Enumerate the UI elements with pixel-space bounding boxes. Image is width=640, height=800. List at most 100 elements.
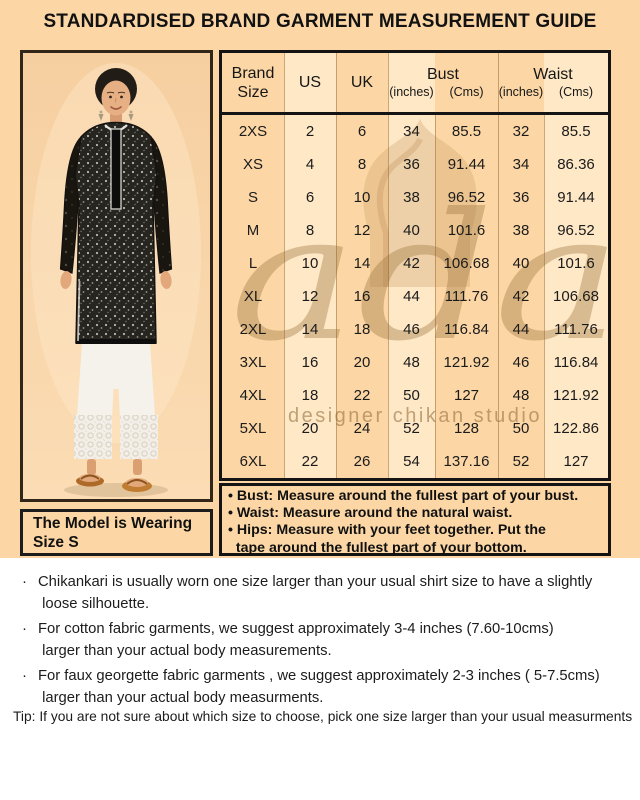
header-group-waist: Waist (inches) (Cms): [498, 53, 608, 112]
cell-uk: 12: [353, 222, 371, 239]
cell-uk: 6: [357, 123, 367, 140]
cell-us: 20: [301, 420, 319, 437]
cell-bust_cm: 127: [453, 387, 480, 404]
cell-bust_cm: 116.84: [444, 321, 489, 338]
brand-watermark: ada designer chikan studio: [222, 53, 608, 478]
note-bust: • Bust: Measure around the fullest part …: [228, 488, 579, 504]
cell-waist_cm: 121.92: [553, 387, 599, 404]
cell-us: 12: [301, 288, 319, 305]
model-size-caption: The Model is Wearing Size S: [20, 509, 213, 556]
cell-size: 3XL: [239, 354, 267, 371]
table-row: XL 12 16 44 111.76 42 106.68: [222, 280, 608, 313]
cell-bust_in: 44: [403, 288, 420, 305]
cell-waist_in: 32: [512, 123, 530, 140]
cell-waist_cm: 86.36: [557, 156, 595, 173]
cell-waist_cm: 101.6: [557, 255, 595, 272]
cell-bust_cm: 128: [453, 420, 480, 437]
header-cell-brand-size: Brand Size: [231, 64, 275, 101]
cell-bust_cm: 101.6: [447, 222, 486, 239]
table-row: XS 4 8 36 91.44 34 86.36: [222, 148, 608, 181]
cell-size: 4XL: [239, 387, 267, 404]
page-title: STANDARDISED BRAND GARMENT MEASUREMENT G…: [43, 11, 597, 32]
kurti-body: [74, 121, 158, 344]
cell-bust_cm: 106.68: [443, 255, 490, 272]
cell-size: 2XS: [238, 123, 268, 140]
cell-bust_in: 40: [403, 222, 420, 239]
cell-bust_in: 42: [403, 255, 420, 272]
cell-size: 6XL: [239, 453, 267, 470]
cell-us: 22: [301, 453, 319, 470]
cell-size: M: [246, 222, 260, 239]
model-photo: [20, 50, 213, 502]
cell-us: 14: [301, 321, 319, 338]
cell-bust_cm: 121.92: [443, 354, 490, 371]
header-bust-label: Bust: [426, 66, 459, 83]
table-header: Brand Size US UK Bust (inches) (Cms) Wai…: [222, 53, 608, 115]
cell-us: 8: [305, 222, 315, 239]
measurement-notes: • Bust: Measure around the fullest part …: [219, 483, 611, 556]
footer-bullet-text: For cotton fabric garments, we suggest a…: [38, 621, 554, 659]
cell-waist_in: 40: [512, 255, 530, 272]
table-row: 2XS 2 6 34 85.5 32 85.5: [222, 115, 608, 148]
cell-waist_in: 42: [512, 288, 530, 305]
header-bust-inches: (inches): [389, 85, 434, 99]
sizing-advice-section: · Chikankari is usually worn one size lar…: [0, 558, 640, 800]
cell-us: 18: [301, 387, 319, 404]
cell-waist_in: 36: [512, 189, 530, 206]
header-waist-inches: (inches): [498, 85, 544, 99]
cell-waist_in: 46: [512, 354, 530, 371]
cell-size: L: [248, 255, 258, 272]
cell-uk: 22: [353, 387, 371, 404]
cell-us: 10: [301, 255, 319, 272]
cell-bust_in: 48: [403, 354, 420, 371]
cell-bust_in: 34: [403, 123, 420, 140]
cell-bust_cm: 96.52: [447, 189, 486, 206]
cell-bust_in: 36: [403, 156, 420, 173]
cell-uk: 24: [353, 420, 371, 437]
floor-shadow: [64, 483, 168, 497]
model-illustration: [23, 53, 210, 499]
cell-size: S: [247, 189, 258, 206]
header-waist-cms: (Cms): [558, 85, 593, 99]
cell-bust_cm: 111.76: [444, 288, 489, 305]
cell-bust_cm: 85.5: [451, 123, 482, 140]
footer-bullet-text: Chikankari is usually worn one size larg…: [38, 574, 593, 612]
bullet-dot: ·: [22, 620, 27, 637]
table-row: 4XL 18 22 50 127 48 121.92: [222, 379, 608, 412]
table-row: 2XL 14 18 46 116.84 44 111.76: [222, 313, 608, 346]
cell-bust_in: 46: [403, 321, 420, 338]
cell-size: 2XL: [239, 321, 267, 338]
cell-waist_in: 50: [512, 420, 530, 437]
brand-watermark-subtitle: designer chikan studio: [287, 405, 542, 427]
header-bust-cms: (Cms): [449, 85, 484, 99]
model-figure: [59, 68, 173, 492]
cell-uk: 26: [353, 453, 371, 470]
cell-us: 2: [305, 123, 315, 140]
brand-watermark-script: ada: [230, 177, 608, 380]
table-row: M 8 12 40 101.6 38 96.52: [222, 214, 608, 247]
cell-waist_cm: 122.86: [553, 420, 599, 437]
table-row: 3XL 16 20 48 121.92 46 116.84: [222, 346, 608, 379]
cell-uk: 18: [353, 321, 371, 338]
footer-bullet: · For faux georgette fabric garments , we…: [0, 665, 640, 709]
footer-bullets: · Chikankari is usually worn one size lar…: [0, 571, 640, 709]
cell-bust_cm: 137.16: [443, 453, 490, 470]
cell-bust_in: 38: [403, 189, 420, 206]
size-table: ada designer chikan studio Brand Size US…: [219, 50, 611, 481]
cell-uk: 10: [353, 189, 371, 206]
cell-waist_in: 34: [512, 156, 530, 173]
note-waist: • Waist: Measure around the natural wais…: [228, 505, 513, 522]
table-row: S 6 10 38 96.52 36 91.44: [222, 181, 608, 214]
size-table-body: 2XS 2 6 34 85.5 32 85.5 XS 4 8 36 91.44 34 86.36 S 6 10 3…: [222, 115, 608, 478]
cell-size: 5XL: [239, 420, 267, 437]
cell-waist_in: 38: [512, 222, 530, 239]
cell-waist_cm: 127: [563, 453, 589, 470]
bullet-dot: ·: [22, 573, 27, 590]
cell-waist_cm: 106.68: [553, 288, 599, 305]
cell-uk: 8: [357, 156, 367, 173]
earrings: [98, 110, 134, 121]
cell-uk: 20: [353, 354, 371, 371]
cell-us: 16: [301, 354, 319, 371]
table-row: 6XL 22 26 54 137.16 52 127: [222, 445, 608, 478]
